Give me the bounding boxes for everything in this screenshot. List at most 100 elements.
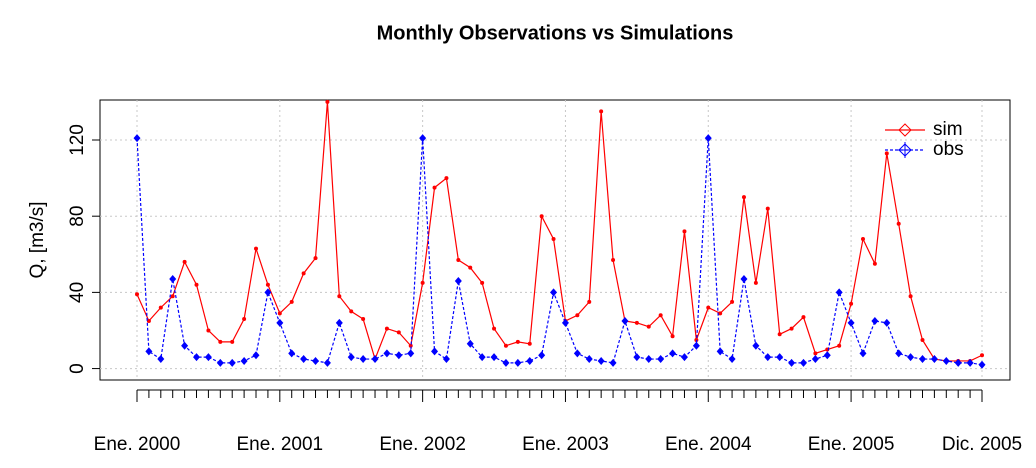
point bbox=[573, 349, 581, 358]
point bbox=[884, 151, 889, 156]
point bbox=[776, 353, 784, 362]
point bbox=[252, 351, 260, 360]
point bbox=[300, 355, 308, 364]
point bbox=[456, 258, 461, 262]
point bbox=[242, 317, 247, 322]
point bbox=[587, 299, 592, 304]
point bbox=[907, 353, 915, 362]
x-tick-label: Ene. 2005 bbox=[808, 434, 895, 455]
point bbox=[942, 356, 950, 365]
point bbox=[585, 355, 593, 364]
point bbox=[599, 109, 604, 114]
point bbox=[325, 99, 330, 104]
point bbox=[503, 343, 508, 348]
point bbox=[254, 246, 259, 251]
point bbox=[514, 358, 522, 367]
point bbox=[741, 195, 746, 200]
point bbox=[204, 353, 212, 362]
y-tick-label: 120 bbox=[67, 124, 88, 156]
point bbox=[847, 318, 855, 327]
legend-label: obs bbox=[933, 139, 964, 160]
point bbox=[515, 339, 520, 344]
point bbox=[169, 275, 177, 284]
point bbox=[145, 347, 153, 356]
point bbox=[930, 355, 938, 364]
point bbox=[646, 324, 651, 329]
point bbox=[837, 343, 842, 348]
point bbox=[801, 315, 806, 320]
point bbox=[740, 275, 748, 284]
point bbox=[264, 288, 272, 297]
point bbox=[265, 282, 270, 287]
point bbox=[883, 318, 891, 327]
point bbox=[240, 356, 248, 365]
legend-marker bbox=[898, 123, 912, 137]
point bbox=[920, 338, 925, 342]
point bbox=[206, 328, 211, 333]
point bbox=[789, 326, 794, 331]
point bbox=[718, 311, 723, 316]
point bbox=[704, 134, 712, 143]
point bbox=[431, 347, 439, 356]
x-tick-label: Ene. 2000 bbox=[94, 434, 181, 455]
point bbox=[859, 349, 867, 358]
y-axis-label: Q, [m3/s] bbox=[27, 201, 48, 278]
point bbox=[490, 353, 498, 362]
point bbox=[135, 292, 139, 297]
point bbox=[575, 313, 580, 318]
point bbox=[550, 288, 558, 297]
point bbox=[444, 176, 449, 181]
point bbox=[157, 355, 165, 364]
point bbox=[835, 288, 843, 297]
point bbox=[158, 305, 163, 310]
point bbox=[527, 341, 532, 346]
x-tick-label: Dic. 2005 bbox=[942, 434, 1022, 455]
point bbox=[764, 353, 772, 362]
point bbox=[193, 353, 201, 362]
point bbox=[349, 309, 354, 314]
point bbox=[419, 134, 427, 143]
point bbox=[420, 280, 425, 285]
point bbox=[753, 280, 758, 285]
point bbox=[288, 349, 296, 358]
point bbox=[670, 334, 675, 339]
point bbox=[170, 294, 175, 299]
point bbox=[408, 343, 413, 348]
point bbox=[361, 317, 366, 322]
point bbox=[799, 358, 807, 367]
point bbox=[538, 351, 546, 360]
point bbox=[908, 294, 913, 299]
point bbox=[478, 353, 486, 362]
point bbox=[277, 311, 282, 316]
point bbox=[692, 341, 700, 350]
series-line bbox=[136, 138, 983, 366]
point bbox=[502, 358, 510, 367]
point bbox=[371, 355, 379, 364]
point bbox=[811, 355, 819, 364]
point bbox=[276, 318, 284, 327]
point bbox=[849, 301, 854, 306]
point bbox=[872, 261, 877, 266]
point bbox=[752, 341, 760, 350]
point bbox=[337, 294, 342, 299]
point bbox=[645, 355, 653, 364]
point bbox=[526, 356, 534, 365]
point bbox=[633, 353, 641, 362]
point bbox=[765, 206, 770, 211]
point bbox=[146, 318, 151, 323]
point bbox=[218, 339, 223, 344]
point bbox=[658, 313, 663, 318]
point bbox=[335, 318, 343, 327]
plot-frame bbox=[99, 99, 1011, 381]
point bbox=[669, 349, 677, 358]
point bbox=[442, 355, 450, 364]
point bbox=[813, 351, 818, 356]
point bbox=[980, 353, 984, 358]
point bbox=[432, 185, 437, 190]
point bbox=[454, 276, 462, 285]
point bbox=[492, 326, 497, 331]
point bbox=[716, 347, 724, 356]
point bbox=[706, 305, 711, 310]
point bbox=[954, 358, 962, 367]
